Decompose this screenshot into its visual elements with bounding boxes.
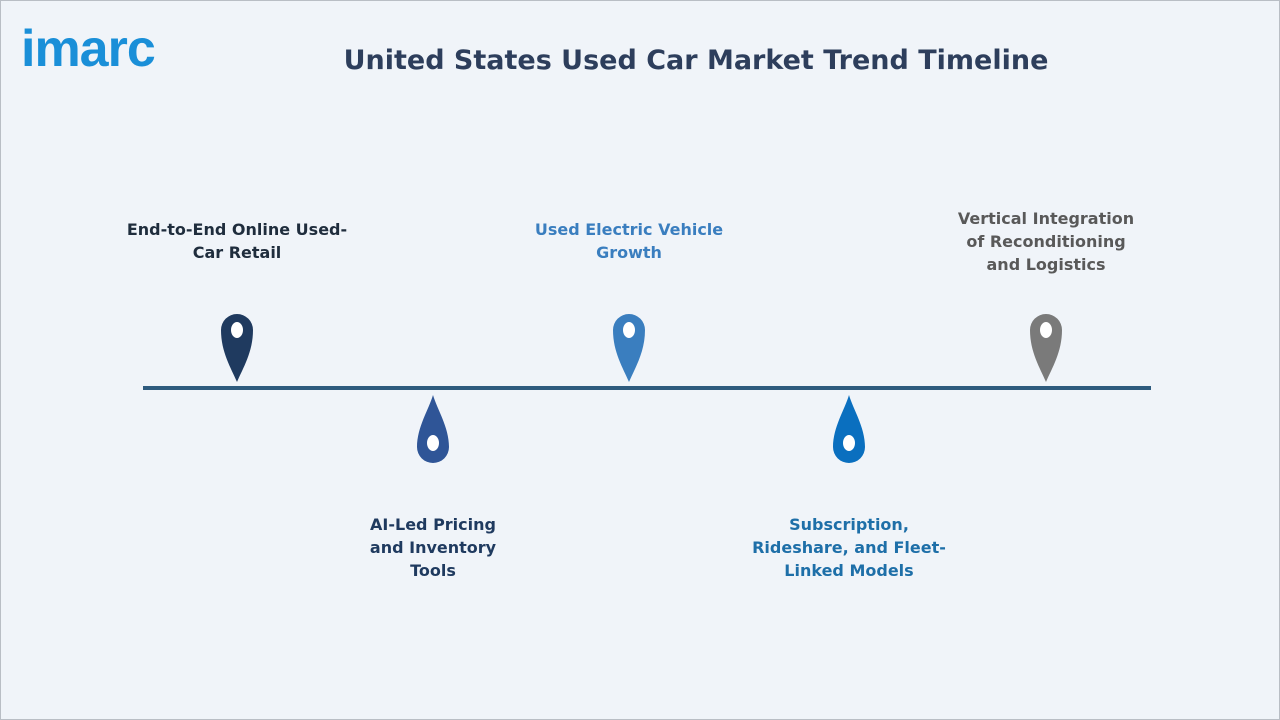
node-label: Vertical Integration of Reconditioning a… (957, 209, 1135, 274)
pin (613, 314, 645, 382)
node-label: AI-Led Pricing and Inventory Tools (369, 515, 497, 580)
pin (417, 395, 449, 463)
node-label: Used Electric Vehicle Growth (534, 220, 724, 262)
node-label: Subscription, Rideshare, and Fleet-Linke… (752, 515, 946, 580)
title: United States Used Car Market Trend Time… (343, 45, 1049, 76)
pin (1030, 314, 1062, 382)
logo: imarc (21, 20, 156, 78)
pin (833, 395, 865, 463)
pin (221, 314, 253, 382)
node-label: End-to-End Online Used-Car Retail (126, 220, 348, 262)
